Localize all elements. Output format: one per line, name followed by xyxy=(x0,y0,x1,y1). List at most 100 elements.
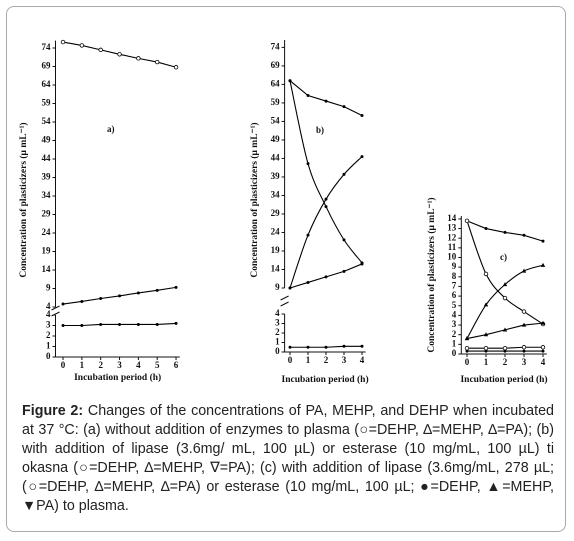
marker xyxy=(360,155,364,159)
marker xyxy=(60,39,66,45)
marker xyxy=(484,349,488,353)
y-tick-label: 2 xyxy=(452,329,457,339)
y-tick-label: 54 xyxy=(271,115,281,125)
y-tick-label: 29 xyxy=(42,209,52,219)
x-tick-label: 2 xyxy=(98,360,103,370)
y-axis-label: Concentration of plasticizers (μ mL⁻¹) xyxy=(18,122,29,277)
marker xyxy=(61,324,65,327)
y-tick-label: 1 xyxy=(452,338,457,348)
marker xyxy=(98,47,103,53)
x-tick-label: 2 xyxy=(324,355,329,365)
marker xyxy=(541,239,545,243)
y-tick-label: 54 xyxy=(42,116,52,126)
panel-label: b) xyxy=(316,125,324,135)
x-tick-label: 0 xyxy=(61,360,66,370)
marker xyxy=(483,271,489,277)
x-axis-label: Incubation period (h) xyxy=(460,374,547,385)
y-axis-label: Concentration of plasticizers (μ mL⁻¹) xyxy=(249,122,260,277)
marker xyxy=(306,162,310,166)
y-tick-label: 69 xyxy=(42,61,52,71)
axis-break xyxy=(51,305,60,311)
marker xyxy=(324,99,328,103)
figure-frame xyxy=(6,6,566,532)
y-tick-label: 9 xyxy=(275,282,280,292)
x-tick-label: 3 xyxy=(342,355,347,365)
y-tick-label: 12 xyxy=(447,232,457,242)
marker xyxy=(118,322,122,326)
x-tick-label: 4 xyxy=(136,360,141,370)
x-tick-label: 0 xyxy=(288,355,293,365)
marker xyxy=(99,322,103,326)
y-tick-label: 6 xyxy=(452,290,457,300)
y-tick-label: 64 xyxy=(271,78,281,88)
marker xyxy=(117,52,122,57)
marker xyxy=(288,79,292,83)
y-tick-label: 11 xyxy=(448,242,457,252)
marker xyxy=(502,295,508,301)
marker xyxy=(521,268,527,273)
y-tick-label: 13 xyxy=(447,223,457,233)
y2-tick-label: 0 xyxy=(46,351,51,361)
y-tick-label: 59 xyxy=(42,98,52,108)
panel-label: a) xyxy=(107,124,115,134)
y-tick-label: 74 xyxy=(42,42,52,52)
y-tick-label: 4 xyxy=(46,301,51,311)
marker xyxy=(360,262,364,266)
marker xyxy=(503,230,507,234)
y-tick-label: 44 xyxy=(42,153,52,163)
y-tick-label: 24 xyxy=(42,227,52,237)
y-tick-label: 39 xyxy=(271,171,281,181)
marker xyxy=(342,238,346,242)
series-line xyxy=(289,80,363,117)
marker xyxy=(464,218,470,224)
y-tick-label: 34 xyxy=(42,190,52,200)
marker xyxy=(540,320,546,325)
x-tick-label: 3 xyxy=(522,357,527,367)
x-tick-label: 0 xyxy=(465,357,470,367)
y-tick-label: 7 xyxy=(452,281,457,291)
y2-tick-label: 2 xyxy=(275,327,280,337)
x-tick-label: 6 xyxy=(174,360,179,370)
axis-break xyxy=(280,295,289,301)
y-tick-label: 14 xyxy=(42,264,52,274)
marker xyxy=(324,197,328,201)
y-tick-label: 34 xyxy=(271,190,281,200)
y-tick-label: 59 xyxy=(271,97,281,107)
y-tick-label: 64 xyxy=(42,79,52,89)
y2-tick-label: 3 xyxy=(275,318,280,328)
marker xyxy=(521,345,527,350)
marker xyxy=(306,280,310,284)
y-tick-label: 3 xyxy=(452,319,457,329)
y-axis-label: Concentration of plasticizers (μ mL⁻¹) xyxy=(426,197,437,352)
marker xyxy=(174,321,178,325)
marker xyxy=(540,262,546,267)
x-tick-label: 3 xyxy=(117,360,122,370)
marker xyxy=(173,65,179,70)
y-tick-label: 49 xyxy=(271,134,281,144)
marker xyxy=(541,349,545,353)
marker xyxy=(288,345,292,349)
marker xyxy=(80,299,84,303)
marker xyxy=(483,346,489,351)
marker xyxy=(360,114,364,118)
y-tick-label: 24 xyxy=(271,227,281,237)
y-tick-label: 9 xyxy=(46,283,51,293)
marker xyxy=(136,291,140,295)
marker xyxy=(155,322,159,326)
marker xyxy=(154,59,160,65)
x-tick-label: 2 xyxy=(503,357,508,367)
marker xyxy=(360,344,364,348)
x-tick-label: 1 xyxy=(306,355,311,365)
x-tick-label: 1 xyxy=(484,357,489,367)
y-tick-label: 9 xyxy=(452,261,457,271)
marker xyxy=(522,233,526,237)
y2-tick-label: 4 xyxy=(275,308,280,318)
y-tick-label: 44 xyxy=(271,153,281,163)
y2-tick-label: 3 xyxy=(46,320,51,330)
y-tick-label: 5 xyxy=(452,300,457,310)
marker xyxy=(342,269,346,273)
marker xyxy=(79,43,85,48)
marker xyxy=(483,302,489,307)
axis-break xyxy=(280,301,289,307)
